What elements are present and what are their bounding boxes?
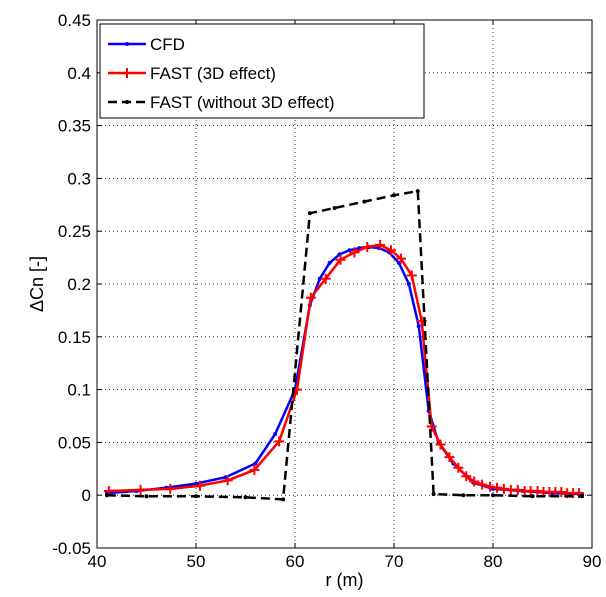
legend-marker [125, 100, 129, 104]
data-point [469, 476, 480, 487]
data-point [327, 260, 332, 265]
legend-entry: FAST (without 3D effect) [108, 93, 335, 112]
y-tick-label: 0.4 [67, 64, 91, 83]
series-2 [103, 239, 585, 499]
data-point [243, 495, 248, 500]
x-tick-label: 90 [583, 552, 602, 571]
data-point [349, 247, 360, 258]
data-point [144, 494, 149, 499]
data-point [375, 239, 386, 250]
x-tick-label: 80 [484, 552, 503, 571]
y-tick-label: 0 [82, 486, 91, 505]
data-point [556, 487, 567, 498]
data-point [249, 464, 260, 475]
series-3 [104, 189, 585, 502]
legend: CFD FAST (3D effect) FAST (without 3D effe… [99, 23, 425, 119]
legend-label: FAST (without 3D effect) [150, 93, 335, 112]
data-point [347, 248, 352, 253]
data-point [485, 481, 496, 492]
legend-label: FAST (3D effect) [150, 64, 276, 83]
y-tick-label: 0.2 [67, 275, 91, 294]
legend-marker [122, 68, 132, 78]
x-axis-title: r (m) [326, 570, 364, 590]
data-point [426, 421, 437, 432]
y-axis-title: ΔCn [-] [27, 256, 47, 312]
data-point [194, 494, 198, 499]
data-point [491, 482, 502, 493]
x-tick-label: 60 [286, 552, 305, 571]
data-point [386, 245, 397, 256]
data-point [444, 452, 455, 463]
data-point [362, 199, 367, 204]
data-point [335, 254, 346, 265]
y-tick-label: 0.05 [58, 433, 91, 452]
y-tick-label: 0.35 [58, 117, 91, 136]
data-point [406, 282, 411, 286]
data-point [104, 493, 109, 498]
y-tick-label: 0.45 [58, 11, 91, 30]
data-point [477, 479, 488, 490]
data-point [491, 493, 495, 498]
data-point [165, 483, 176, 494]
y-tick-label: 0.1 [67, 381, 91, 400]
plot-series [103, 189, 585, 502]
legend-entry: FAST (3D effect) [108, 64, 276, 83]
data-point [320, 273, 331, 284]
y-tick-label: 0.25 [58, 222, 91, 241]
data-point [461, 493, 466, 498]
legend-entry: CFD [108, 35, 185, 54]
data-point [362, 242, 373, 253]
data-point [307, 211, 312, 216]
data-point [431, 492, 436, 497]
data-point [273, 431, 278, 436]
legend-marker [125, 42, 129, 46]
data-point [530, 494, 535, 499]
y-tick-label: 0.15 [58, 328, 91, 347]
data-point [253, 461, 258, 466]
data-point [194, 481, 198, 486]
data-point [498, 483, 509, 494]
data-point [532, 485, 543, 496]
data-point [274, 436, 285, 447]
data-point [395, 253, 406, 264]
y-tick-label: 0.3 [67, 169, 91, 188]
y-tick-label: -0.05 [52, 539, 91, 558]
data-point [406, 270, 417, 281]
data-point [416, 324, 421, 329]
data-point [435, 439, 446, 450]
x-tick-label: 40 [88, 552, 107, 571]
legend-label: CFD [150, 35, 185, 54]
data-point [332, 205, 337, 210]
data-point [194, 480, 205, 491]
data-point [135, 484, 146, 495]
data-point [453, 462, 464, 473]
legend-box [99, 23, 425, 119]
data-point [461, 471, 472, 482]
data-point [392, 193, 396, 198]
data-point [415, 189, 420, 194]
data-point [580, 494, 585, 499]
x-tick-label: 50 [187, 552, 206, 571]
data-point [305, 292, 316, 303]
data-point [512, 484, 523, 495]
data-point [222, 475, 233, 486]
data-point [281, 497, 286, 502]
x-tick-label: 70 [385, 552, 404, 571]
